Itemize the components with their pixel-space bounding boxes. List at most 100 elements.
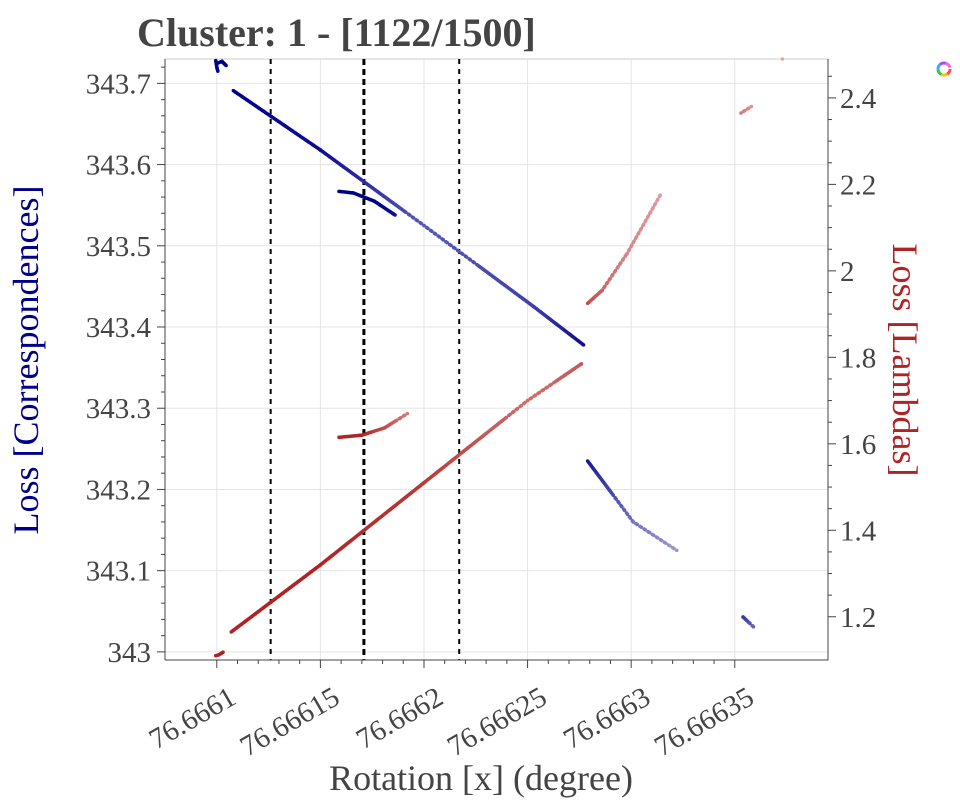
data-point (508, 412, 512, 417)
data-point (646, 214, 651, 218)
data-point (668, 544, 672, 548)
data-point (613, 268, 618, 273)
data-point (541, 388, 546, 392)
data-point (660, 538, 664, 543)
data-point (468, 258, 473, 262)
data-point (746, 106, 751, 110)
data-point (605, 280, 610, 285)
data-point (449, 243, 453, 248)
data-point (658, 193, 662, 197)
data-point (672, 546, 676, 551)
data-point (620, 504, 624, 509)
data-point (743, 108, 747, 113)
data-layer (213, 57, 785, 658)
data-point (635, 522, 640, 527)
data-point (608, 276, 612, 281)
data-point (611, 493, 616, 498)
data-point (631, 520, 636, 524)
data-point (394, 418, 399, 423)
data-point (393, 213, 397, 217)
data-point (643, 528, 648, 532)
chart-title: Cluster: 1 - [1122/1500] (137, 10, 536, 55)
data-point (579, 362, 584, 366)
y-left-tick-label: 343.2 (86, 474, 151, 506)
data-point (655, 536, 660, 540)
data-point (515, 406, 520, 411)
data-point (429, 229, 434, 234)
data-point (616, 264, 620, 269)
data-point (415, 218, 420, 223)
data-point (627, 247, 632, 252)
data-point (639, 525, 644, 530)
data-point (622, 508, 627, 513)
data-point (405, 411, 410, 416)
data-point (216, 69, 220, 73)
data-point (653, 201, 658, 206)
data-point (619, 260, 623, 265)
series-lambdas (213, 57, 785, 658)
y-axis-right-title: Loss [Lambdas] (885, 244, 925, 477)
data-point (617, 501, 621, 505)
data-point (441, 238, 446, 242)
data-point (404, 210, 408, 215)
data-point (628, 516, 633, 520)
data-point (632, 239, 636, 243)
data-point (748, 621, 752, 626)
y-left-tick-label: 343.3 (86, 393, 151, 425)
reference-lines (269, 59, 461, 660)
y-left-tick-label: 343.1 (86, 556, 151, 588)
data-point (422, 223, 426, 228)
data-point (426, 226, 430, 231)
data-point (504, 415, 509, 420)
data-point (611, 272, 615, 277)
data-point (545, 385, 550, 389)
data-point (460, 252, 465, 256)
data-point (651, 533, 656, 538)
data-point (674, 548, 679, 553)
series-correspondences (213, 58, 756, 629)
y-right-tick-label: 1.2 (840, 602, 876, 634)
y-right-tick-label: 1.8 (840, 342, 876, 374)
data-point (512, 409, 516, 414)
y-right-tick-label: 2.2 (840, 169, 876, 201)
data-point (523, 400, 527, 405)
data-point (445, 240, 450, 245)
data-point (407, 213, 412, 217)
data-point (614, 497, 618, 501)
data-point (637, 230, 641, 235)
data-point (537, 390, 542, 395)
data-point (603, 284, 607, 289)
y-right-tick-label: 1.6 (840, 429, 876, 461)
data-point (739, 111, 743, 115)
data-point (629, 243, 634, 248)
data-point (419, 221, 424, 226)
y-right-tick-label: 1.4 (840, 515, 877, 547)
data-point (644, 218, 648, 223)
chart-tool-icon[interactable] (936, 61, 952, 77)
data-point (639, 226, 644, 231)
data-point (751, 624, 756, 629)
data-point (533, 393, 538, 398)
data-point (472, 260, 477, 265)
data-point (656, 197, 660, 202)
data-point (457, 249, 461, 254)
data-point (621, 257, 626, 261)
data-point (634, 235, 639, 239)
data-point (549, 382, 554, 387)
data-point (519, 403, 524, 408)
y-left-tick-label: 343.5 (86, 231, 151, 263)
data-point (625, 251, 629, 256)
data-point (625, 512, 630, 517)
y-right-tick-label: 2.4 (840, 83, 877, 115)
y-axis-left-title: Loss [Correspondences] (6, 186, 46, 535)
data-point (402, 413, 407, 418)
data-point (749, 104, 754, 109)
grid-layer (164, 58, 829, 661)
data-point (529, 396, 534, 400)
data-point (600, 288, 604, 293)
data-point (664, 541, 668, 546)
data-point (525, 398, 530, 403)
